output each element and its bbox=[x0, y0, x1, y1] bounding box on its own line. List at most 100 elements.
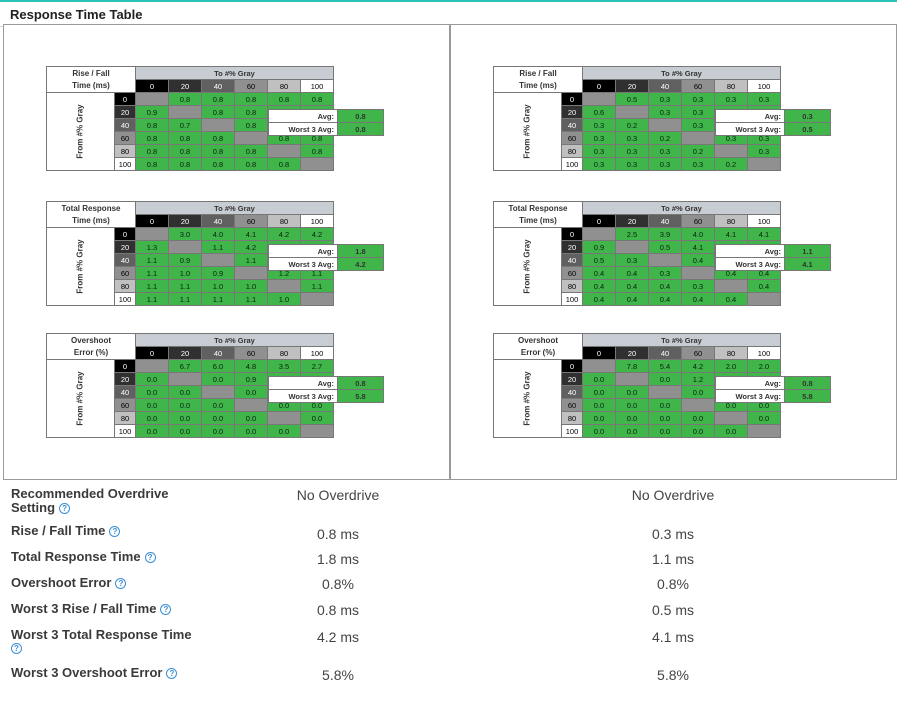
row-header: 0 bbox=[561, 359, 583, 373]
table-row: 100 0.4 0.4 0.4 0.4 0.4 bbox=[494, 292, 781, 306]
table-cell: 0.4 bbox=[582, 279, 616, 293]
table-cell: 0.0 bbox=[615, 411, 649, 425]
help-icon[interactable]: ? bbox=[166, 668, 178, 680]
row-header: 20 bbox=[114, 372, 136, 386]
metric-label-text: Recommended Overdrive Setting bbox=[11, 486, 169, 515]
table-cell: 0.4 bbox=[615, 279, 649, 293]
avg-label: Avg: bbox=[268, 109, 338, 123]
avg-label: Avg: bbox=[715, 109, 785, 123]
table-cell bbox=[234, 398, 268, 412]
table-cell: 0.8 bbox=[135, 118, 169, 132]
table-cell: 1.2 bbox=[681, 372, 715, 386]
table-cell bbox=[201, 253, 235, 267]
table-cell: 6.0 bbox=[201, 359, 235, 373]
total-response-table: Total Response To #% Gray Time (ms) 0 20 40 60… bbox=[46, 201, 334, 306]
table-cell: 0.9 bbox=[168, 253, 202, 267]
column-header: 100 bbox=[747, 79, 781, 93]
table-cell: 0.5 bbox=[615, 92, 649, 106]
table-title-line2: Time (ms) bbox=[493, 79, 583, 93]
table-cell: 0.8 bbox=[201, 157, 235, 171]
table-row: From #% Gray 0 2.5 3.9 4.0 4.1 4.1 bbox=[493, 227, 781, 306]
row-header: 40 bbox=[561, 253, 583, 267]
row-header: 20 bbox=[114, 105, 136, 119]
row-header: 100 bbox=[114, 157, 136, 171]
table-cell: 4.2 bbox=[267, 227, 301, 241]
table-title-line1: Rise / Fall bbox=[493, 66, 583, 80]
row-header: 40 bbox=[114, 385, 136, 399]
metric-label: Recommended Overdrive Setting? bbox=[11, 487, 196, 515]
row-header: 80 bbox=[561, 144, 583, 158]
row-header: 40 bbox=[561, 118, 583, 132]
row-header: 20 bbox=[561, 105, 583, 119]
worst3-avg-label: Worst 3 Avg: bbox=[715, 257, 785, 271]
table-cell: 1.1 bbox=[135, 266, 169, 280]
table-cell: 0.0 bbox=[681, 424, 715, 438]
metric-value-right: 0.5 ms bbox=[651, 602, 694, 618]
worst3-avg-label: Worst 3 Avg: bbox=[268, 257, 338, 271]
table-cell: 0.9 bbox=[135, 105, 169, 119]
table-cell: 1.1 bbox=[201, 240, 235, 254]
table-cell bbox=[747, 424, 781, 438]
table-cell: 0.0 bbox=[300, 411, 334, 425]
avg-label: Avg: bbox=[715, 376, 785, 390]
to-gray-header: To #% Gray bbox=[582, 66, 781, 80]
metric-label-text: Worst 3 Total Response Time bbox=[11, 627, 192, 642]
avg-value: 0.8 bbox=[337, 376, 384, 390]
row-header: 20 bbox=[114, 240, 136, 254]
table-cell: 4.1 bbox=[681, 240, 715, 254]
table-cell: 0.8 bbox=[135, 144, 169, 158]
table-cell: 0.0 bbox=[201, 411, 235, 425]
row-header: 0 bbox=[561, 227, 583, 241]
table-cell bbox=[300, 424, 334, 438]
metric-label-text: Rise / Fall Time bbox=[11, 523, 106, 538]
metric-label: Worst 3 Overshoot Error? bbox=[11, 666, 178, 680]
table-cell bbox=[168, 240, 202, 254]
table-cell: 0.4 bbox=[648, 279, 682, 293]
worst3-avg-label: Worst 3 Avg: bbox=[715, 122, 785, 136]
table-cell: 4.2 bbox=[300, 227, 334, 241]
column-header: 80 bbox=[267, 346, 301, 360]
help-icon[interactable]: ? bbox=[59, 503, 71, 515]
table-cell: 0.8 bbox=[168, 92, 202, 106]
from-gray-header: From #% Gray bbox=[46, 359, 115, 438]
table-cell: 0.0 bbox=[168, 398, 202, 412]
table-cell bbox=[648, 118, 682, 132]
table-cell bbox=[582, 92, 616, 106]
table-cell: 0.8 bbox=[234, 92, 268, 106]
table-cell bbox=[234, 266, 268, 280]
to-gray-header: To #% Gray bbox=[135, 66, 334, 80]
column-header: 80 bbox=[714, 79, 748, 93]
table-cell: 0.8 bbox=[201, 105, 235, 119]
table-cell: 0.3 bbox=[681, 105, 715, 119]
column-header: 80 bbox=[714, 214, 748, 228]
table-cell: 2.7 bbox=[300, 359, 334, 373]
row-header: 80 bbox=[114, 144, 136, 158]
table-cell: 0.0 bbox=[168, 385, 202, 399]
help-icon[interactable]: ? bbox=[109, 526, 121, 538]
table-cell: 0.0 bbox=[234, 385, 268, 399]
table-cell: 0.3 bbox=[582, 118, 616, 132]
table-cell: 0.3 bbox=[747, 144, 781, 158]
table-cell: 1.0 bbox=[201, 279, 235, 293]
table-row: 100 0.0 0.0 0.0 0.0 0.0 bbox=[47, 424, 334, 438]
table-row: From #% Gray 0 6.7 6.0 4.8 3.5 2.7 bbox=[46, 359, 334, 438]
metric-value-left: 0.8 ms bbox=[316, 526, 359, 542]
worst3-avg-value: 0.5 bbox=[784, 122, 831, 136]
table-cell bbox=[300, 157, 334, 171]
table-cell: 1.1 bbox=[300, 279, 334, 293]
help-icon[interactable]: ? bbox=[160, 604, 172, 616]
table-cell: 0.8 bbox=[300, 144, 334, 158]
help-icon[interactable]: ? bbox=[115, 578, 127, 590]
table-cell bbox=[300, 292, 334, 306]
table-cell: 5.4 bbox=[648, 359, 682, 373]
table-cell bbox=[168, 105, 202, 119]
metric-label: Total Response Time? bbox=[11, 550, 156, 564]
table-cell bbox=[201, 118, 235, 132]
help-icon[interactable]: ? bbox=[11, 643, 22, 654]
table-cell: 0.6 bbox=[582, 105, 616, 119]
table-cell: 0.8 bbox=[168, 157, 202, 171]
table-cell: 0.8 bbox=[168, 131, 202, 145]
help-icon[interactable]: ? bbox=[144, 552, 156, 564]
row-header: 100 bbox=[114, 292, 136, 306]
row-header: 100 bbox=[114, 424, 136, 438]
